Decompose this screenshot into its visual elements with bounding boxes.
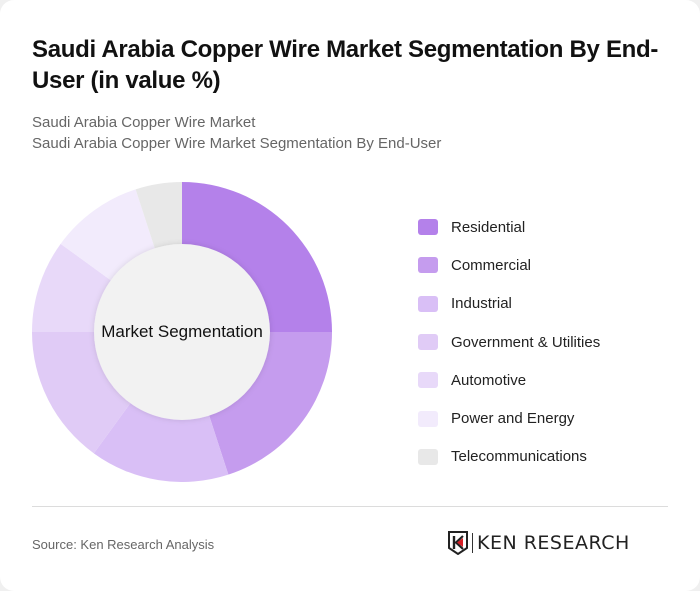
chart-title: Saudi Arabia Copper Wire Market Segmenta…: [32, 36, 659, 94]
donut-chart: [32, 182, 332, 482]
donut-slice-commercial[interactable]: [208, 332, 332, 475]
legend-label: Industrial: [451, 295, 512, 313]
legend-item-commercial[interactable]: Commercial: [418, 246, 600, 284]
legend-swatch: [418, 448, 438, 465]
subtitle-segmentation: Saudi Arabia Copper Wire Market Segmenta…: [32, 135, 442, 152]
source-note: Source: Ken Research Analysis: [32, 537, 215, 552]
donut-slice-industrial[interactable]: [93, 401, 229, 482]
logo-separator: [472, 533, 473, 553]
legend-label: Automotive: [451, 371, 527, 389]
donut-slice-residential[interactable]: [182, 182, 332, 332]
footer-divider: [32, 506, 668, 507]
legend-label: Government & Utilities: [451, 333, 601, 351]
legend-swatch: [418, 257, 438, 274]
chart-legend: Residential Commercial Industrial Govern…: [418, 208, 600, 476]
donut-slice-telecommunications[interactable]: [135, 182, 182, 251]
legend-swatch: [418, 334, 438, 351]
legend-swatch: [418, 295, 438, 312]
legend-item-industrial[interactable]: Industrial: [418, 285, 600, 323]
legend-label: Residential: [451, 218, 526, 236]
legend-item-automotive[interactable]: Automotive: [418, 361, 600, 399]
subtitle-market: Saudi Arabia Copper Wire Market: [32, 114, 256, 131]
ken-shield-icon: [448, 531, 468, 555]
legend-swatch: [418, 410, 438, 427]
legend-item-residential[interactable]: Residential: [418, 208, 600, 246]
donut-slice-automotive[interactable]: [32, 243, 113, 332]
legend-label: Commercial: [451, 256, 532, 274]
legend-label: Power and Energy: [451, 410, 575, 428]
legend-swatch: [418, 372, 438, 389]
legend-swatch: [418, 219, 438, 236]
legend-item-telecommunications[interactable]: Telecommunications: [418, 438, 600, 476]
logo-wordmark: KEN RESEARCH: [477, 532, 630, 554]
legend-label: Telecommunications: [451, 448, 587, 466]
legend-item-government-utilities[interactable]: Government & Utilities: [418, 323, 600, 361]
donut-slice-power-and-energy[interactable]: [60, 189, 156, 282]
donut-slice-government-utilities[interactable]: [32, 332, 132, 454]
legend-item-power-energy[interactable]: Power and Energy: [418, 399, 600, 437]
ken-research-logo: KEN RESEARCH: [448, 531, 630, 555]
donut-hole: [94, 244, 270, 420]
